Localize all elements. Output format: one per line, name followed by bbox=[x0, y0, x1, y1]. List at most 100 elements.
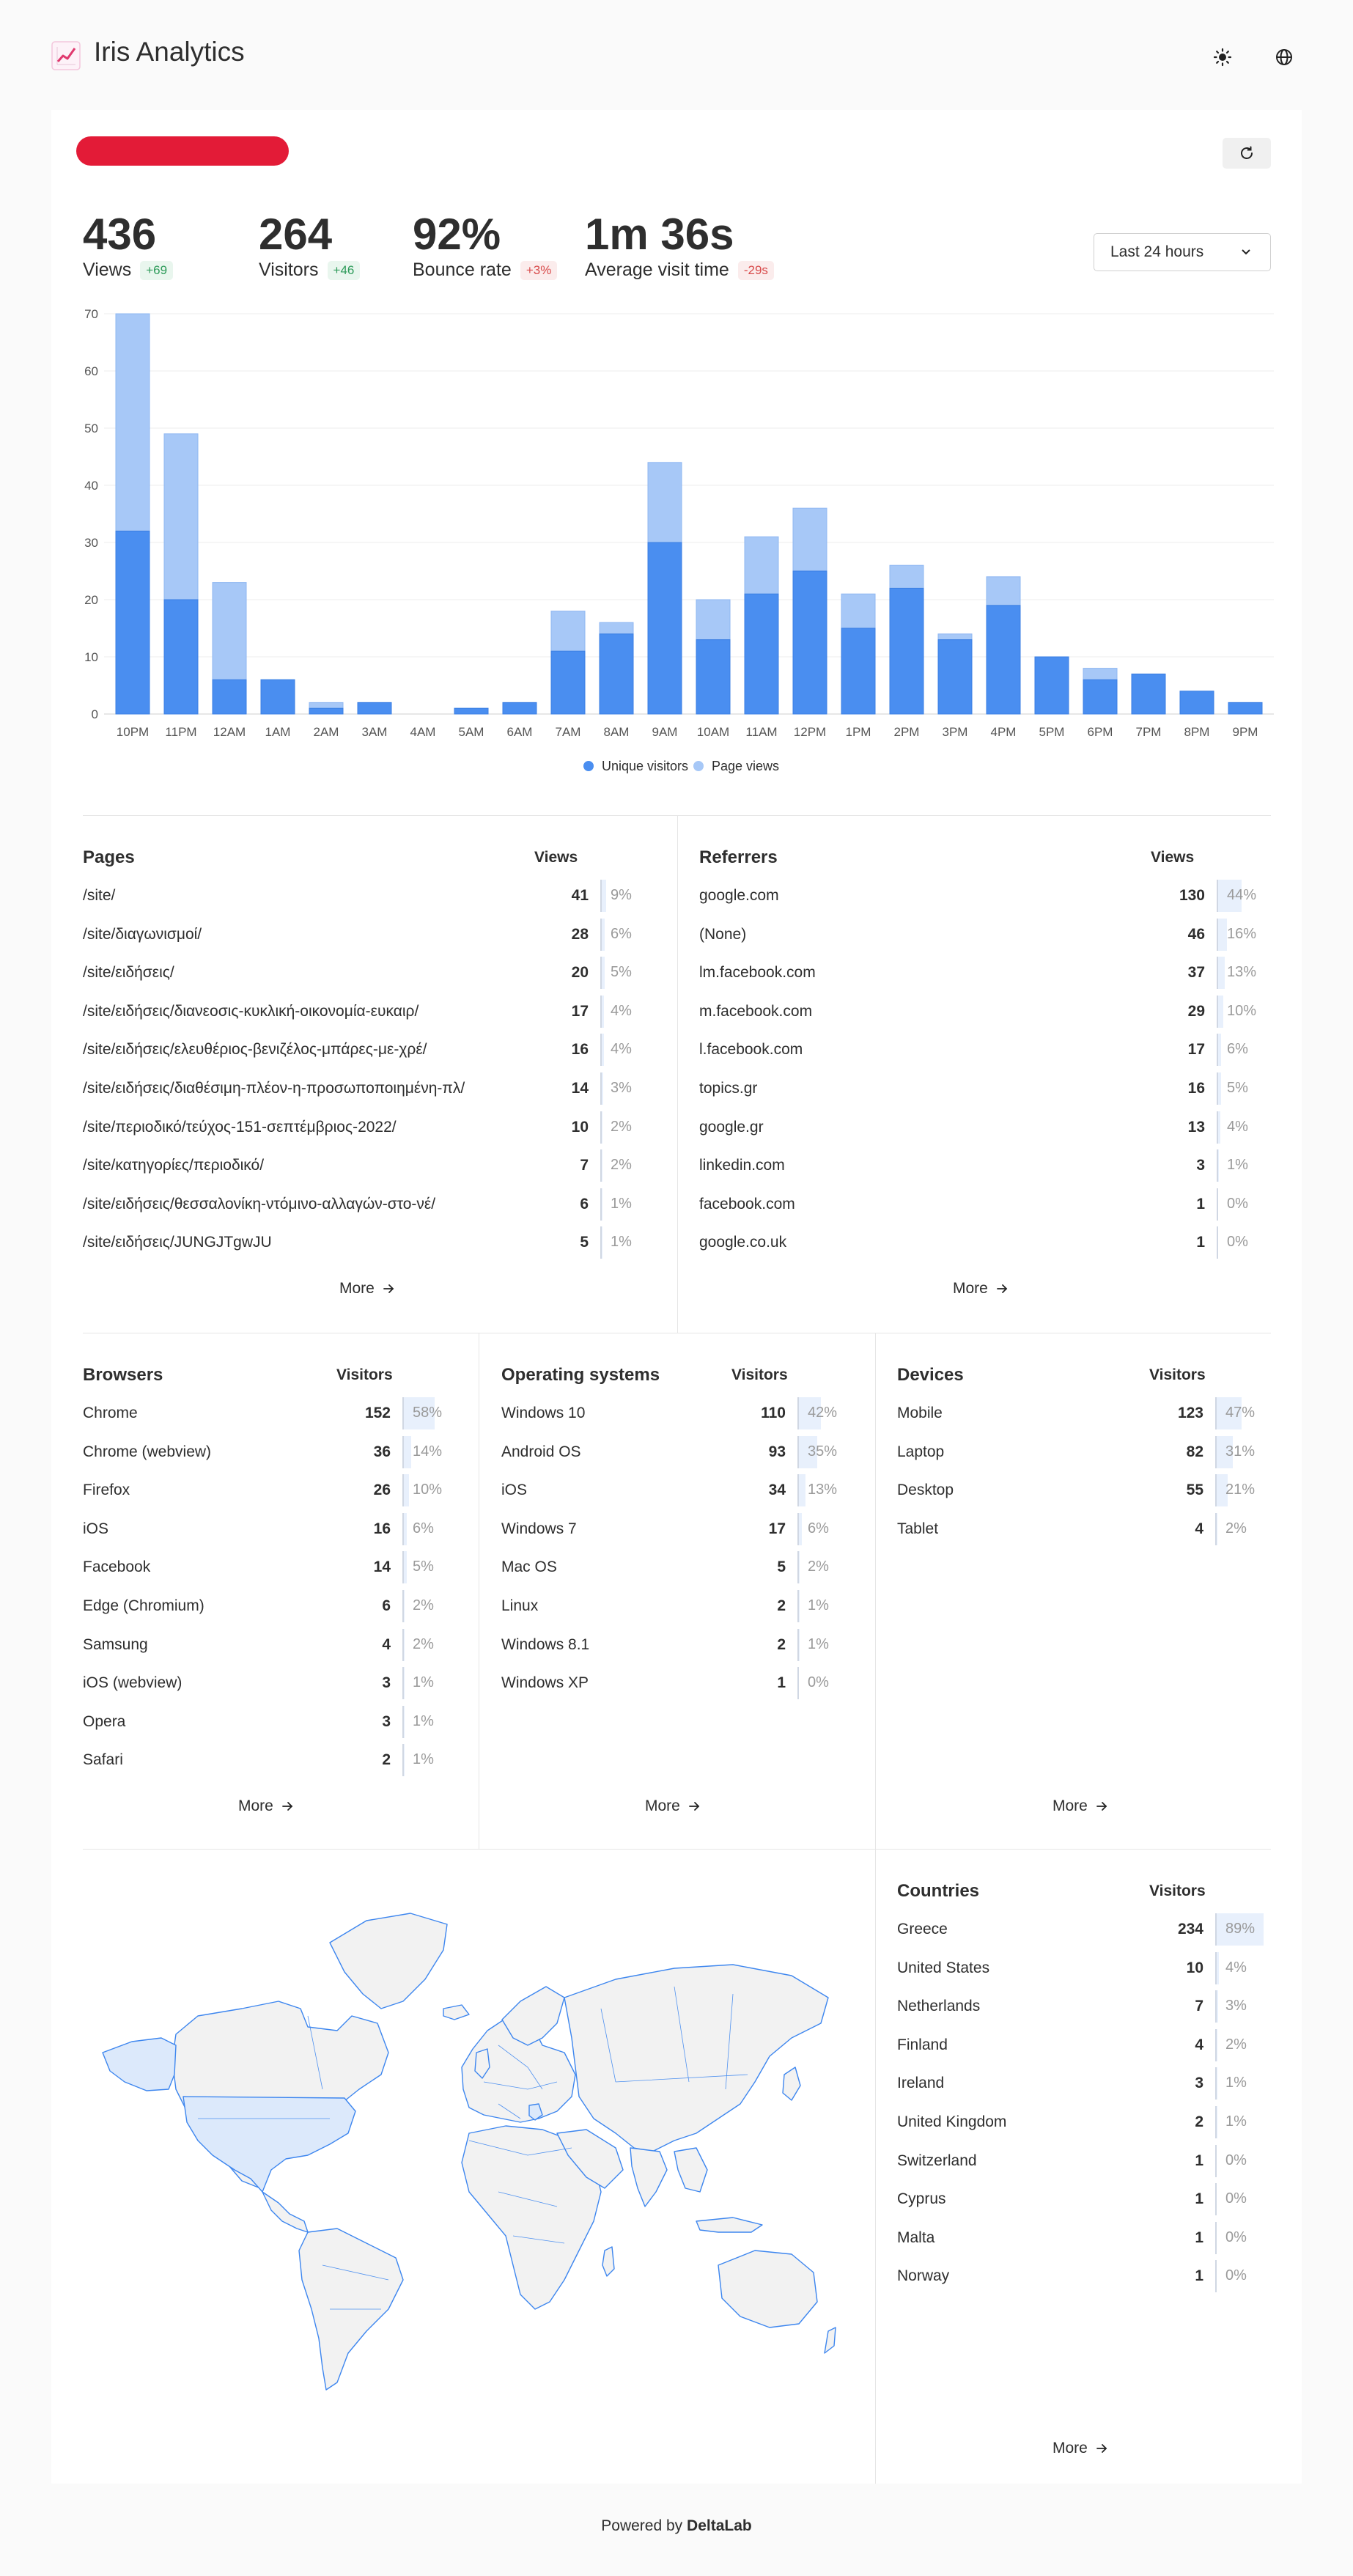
list-item[interactable]: Facebook 14 5% bbox=[83, 1551, 468, 1584]
list-item-label[interactable]: Norway bbox=[897, 2267, 950, 2285]
list-item[interactable]: iOS 34 13% bbox=[501, 1474, 863, 1507]
refresh-button[interactable] bbox=[1223, 138, 1271, 169]
list-item[interactable]: /site/ειδήσεις/θεσσαλονίκη-ντόμινο-αλλαγ… bbox=[83, 1188, 663, 1221]
list-item[interactable]: Finland 4 2% bbox=[897, 2028, 1290, 2061]
list-item[interactable]: /site/ειδήσεις/20 5% bbox=[83, 957, 663, 990]
sun-icon[interactable] bbox=[1208, 43, 1237, 72]
list-item-label[interactable]: linkedin.com bbox=[699, 1157, 785, 1174]
list-item-label[interactable]: Finland bbox=[897, 2036, 948, 2053]
list-item[interactable]: Windows 7 17 6% bbox=[501, 1512, 863, 1545]
list-item-label[interactable]: topics.gr bbox=[699, 1080, 758, 1097]
list-item[interactable]: m.facebook.com 29 10% bbox=[699, 995, 1294, 1028]
list-item-label[interactable]: Netherlands bbox=[897, 1998, 981, 2015]
list-item[interactable]: Switzerland 1 0% bbox=[897, 2144, 1290, 2177]
list-item-label[interactable]: United States bbox=[897, 1959, 990, 1976]
list-item[interactable]: (None) 46 16% bbox=[699, 918, 1294, 951]
list-item[interactable]: linkedin.com 3 1% bbox=[699, 1149, 1294, 1182]
list-item-label[interactable]: google.gr bbox=[699, 1118, 764, 1136]
list-item[interactable]: /site/ειδήσεις/ελευθέριος-βενιζέλος-μπάρ… bbox=[83, 1034, 663, 1067]
list-item[interactable]: google.co.uk 1 0% bbox=[699, 1226, 1294, 1259]
list-item-label[interactable]: /site/ειδήσεις/θεσσαλονίκη-ντόμινο-αλλαγ… bbox=[83, 1195, 436, 1212]
map-scandinavia[interactable] bbox=[501, 1986, 565, 2046]
list-item-label[interactable]: google.com bbox=[699, 887, 779, 904]
list-item-label[interactable]: Switzerland bbox=[897, 2152, 977, 2169]
list-item[interactable]: Firefox 26 10% bbox=[83, 1474, 468, 1507]
list-item[interactable]: /site/ειδήσεις/JUNGJTgwJU 5 1% bbox=[83, 1226, 663, 1259]
map-asia[interactable] bbox=[564, 1964, 829, 2152]
list-item-label[interactable]: Opera bbox=[83, 1712, 126, 1730]
list-item[interactable]: iOS (webview) 3 1% bbox=[83, 1667, 468, 1700]
list-item[interactable]: Greece 234 89% bbox=[897, 1913, 1290, 1946]
list-item-label[interactable]: Ireland bbox=[897, 2075, 945, 2092]
list-item-label[interactable]: lm.facebook.com bbox=[699, 964, 816, 982]
map-india[interactable] bbox=[630, 2147, 668, 2207]
map-greenland[interactable] bbox=[329, 1913, 448, 2009]
list-item-label[interactable]: facebook.com bbox=[699, 1195, 795, 1212]
list-item-label[interactable]: /site/ειδήσεις/διαθέσιμη-πλέον-η-προσωπο… bbox=[83, 1080, 465, 1097]
list-item-label[interactable]: Cyprus bbox=[897, 2190, 946, 2208]
list-item[interactable]: Windows 10 110 42% bbox=[501, 1397, 863, 1429]
list-item[interactable]: /site/ειδήσεις/διαθέσιμη-πλέον-η-προσωπο… bbox=[83, 1072, 663, 1105]
more-button[interactable]: More bbox=[339, 1280, 395, 1298]
list-item-label[interactable]: Linux bbox=[501, 1597, 539, 1614]
list-item[interactable]: United States 10 4% bbox=[897, 1951, 1290, 1984]
map-iceland[interactable] bbox=[443, 2004, 470, 2020]
list-item-label[interactable]: /site/ειδήσεις/ bbox=[83, 964, 174, 982]
map-arabia[interactable] bbox=[556, 2129, 624, 2189]
list-item-label[interactable]: google.co.uk bbox=[699, 1234, 787, 1251]
list-item[interactable]: Norway 1 0% bbox=[897, 2260, 1290, 2293]
list-item-label[interactable]: iOS bbox=[501, 1482, 528, 1499]
list-item[interactable]: Chrome (webview) 36 14% bbox=[83, 1435, 468, 1468]
list-item-label[interactable]: Mac OS bbox=[501, 1559, 557, 1576]
list-item[interactable]: Samsung 4 2% bbox=[83, 1628, 468, 1661]
list-item[interactable]: Cyprus 1 0% bbox=[897, 2183, 1290, 2216]
list-item-label[interactable]: /site/ bbox=[83, 887, 116, 904]
map-japan[interactable] bbox=[782, 2067, 801, 2101]
list-item-label[interactable]: Laptop bbox=[897, 1443, 945, 1460]
list-item-label[interactable]: iOS bbox=[83, 1520, 109, 1537]
list-item-label[interactable]: iOS (webview) bbox=[83, 1674, 183, 1692]
list-item-label[interactable]: Windows 8.1 bbox=[501, 1635, 590, 1653]
list-item[interactable]: facebook.com 1 0% bbox=[699, 1188, 1294, 1221]
more-button[interactable]: More bbox=[238, 1797, 294, 1815]
list-item[interactable]: Edge (Chromium) 6 2% bbox=[83, 1590, 468, 1622]
list-item[interactable]: google.com 130 44% bbox=[699, 880, 1294, 912]
list-item-label[interactable]: /site/ειδήσεις/JUNGJTgwJU bbox=[83, 1234, 272, 1251]
list-item-label[interactable]: /site/κατηγορίες/περιοδικό/ bbox=[83, 1157, 265, 1174]
list-item[interactable]: Laptop 82 31% bbox=[897, 1435, 1281, 1468]
list-item-label[interactable]: Edge (Chromium) bbox=[83, 1597, 204, 1614]
list-item-label[interactable]: Chrome bbox=[83, 1405, 138, 1421]
list-item-label[interactable]: Samsung bbox=[83, 1635, 148, 1653]
list-item[interactable]: Desktop 55 21% bbox=[897, 1474, 1281, 1507]
list-item-label[interactable]: Tablet bbox=[897, 1520, 939, 1537]
list-item-label[interactable]: Mobile bbox=[897, 1405, 943, 1421]
map-southeast-asia[interactable] bbox=[674, 2147, 708, 2193]
list-item[interactable]: /site/41 9% bbox=[83, 880, 663, 912]
list-item-label[interactable]: United Kingdom bbox=[897, 2113, 1007, 2130]
list-item-label[interactable]: Malta bbox=[897, 2229, 935, 2246]
list-item-label[interactable]: m.facebook.com bbox=[699, 1002, 813, 1020]
list-item[interactable]: United Kingdom 2 1% bbox=[897, 2106, 1290, 2138]
list-item[interactable]: iOS 16 6% bbox=[83, 1512, 468, 1545]
map-madagascar[interactable] bbox=[602, 2246, 615, 2277]
list-item[interactable]: Linux 2 1% bbox=[501, 1590, 863, 1622]
list-item-label[interactable]: /site/περιοδικό/τεύχος-151-σεπτέμβριος-2… bbox=[83, 1118, 397, 1136]
list-item[interactable]: /site/κατηγορίες/περιοδικό/7 2% bbox=[83, 1149, 663, 1182]
map-united-states[interactable] bbox=[183, 2096, 356, 2193]
list-item-label[interactable]: Android OS bbox=[501, 1443, 581, 1460]
list-item[interactable]: Opera 3 1% bbox=[83, 1705, 468, 1738]
date-range-select[interactable]: Last 24 hours bbox=[1094, 233, 1271, 271]
list-item[interactable]: Netherlands 7 3% bbox=[897, 1990, 1290, 2023]
globe-icon[interactable] bbox=[1269, 43, 1299, 72]
list-item[interactable]: lm.facebook.com 37 13% bbox=[699, 957, 1294, 990]
list-item-label[interactable]: Safari bbox=[83, 1751, 123, 1769]
list-item[interactable]: Chrome 152 58% bbox=[83, 1397, 468, 1429]
list-item[interactable]: Windows XP 1 0% bbox=[501, 1667, 863, 1700]
map-australia[interactable] bbox=[718, 2250, 818, 2328]
list-item[interactable]: /site/περιοδικό/τεύχος-151-σεπτέμβριος-2… bbox=[83, 1111, 663, 1144]
list-item[interactable]: /site/διαγωνισμοί/28 6% bbox=[83, 918, 663, 951]
list-item[interactable]: Mobile 123 47% bbox=[897, 1397, 1281, 1429]
chart-increasing-icon[interactable] bbox=[51, 41, 81, 70]
map-alaska[interactable] bbox=[102, 2037, 177, 2091]
list-item-label[interactable]: (None) bbox=[699, 925, 747, 943]
